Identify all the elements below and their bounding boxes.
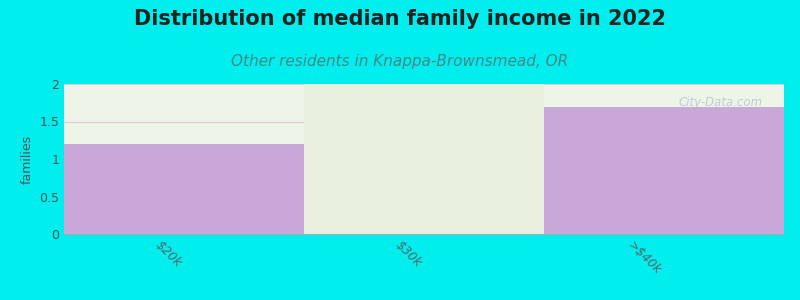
Bar [544, 106, 784, 234]
Text: City-Data.com: City-Data.com [678, 96, 762, 109]
Text: Other residents in Knappa-Brownsmead, OR: Other residents in Knappa-Brownsmead, OR [231, 54, 569, 69]
Text: Distribution of median family income in 2022: Distribution of median family income in … [134, 9, 666, 29]
Y-axis label: families: families [21, 134, 34, 184]
Bar [304, 84, 544, 234]
Bar [64, 144, 304, 234]
